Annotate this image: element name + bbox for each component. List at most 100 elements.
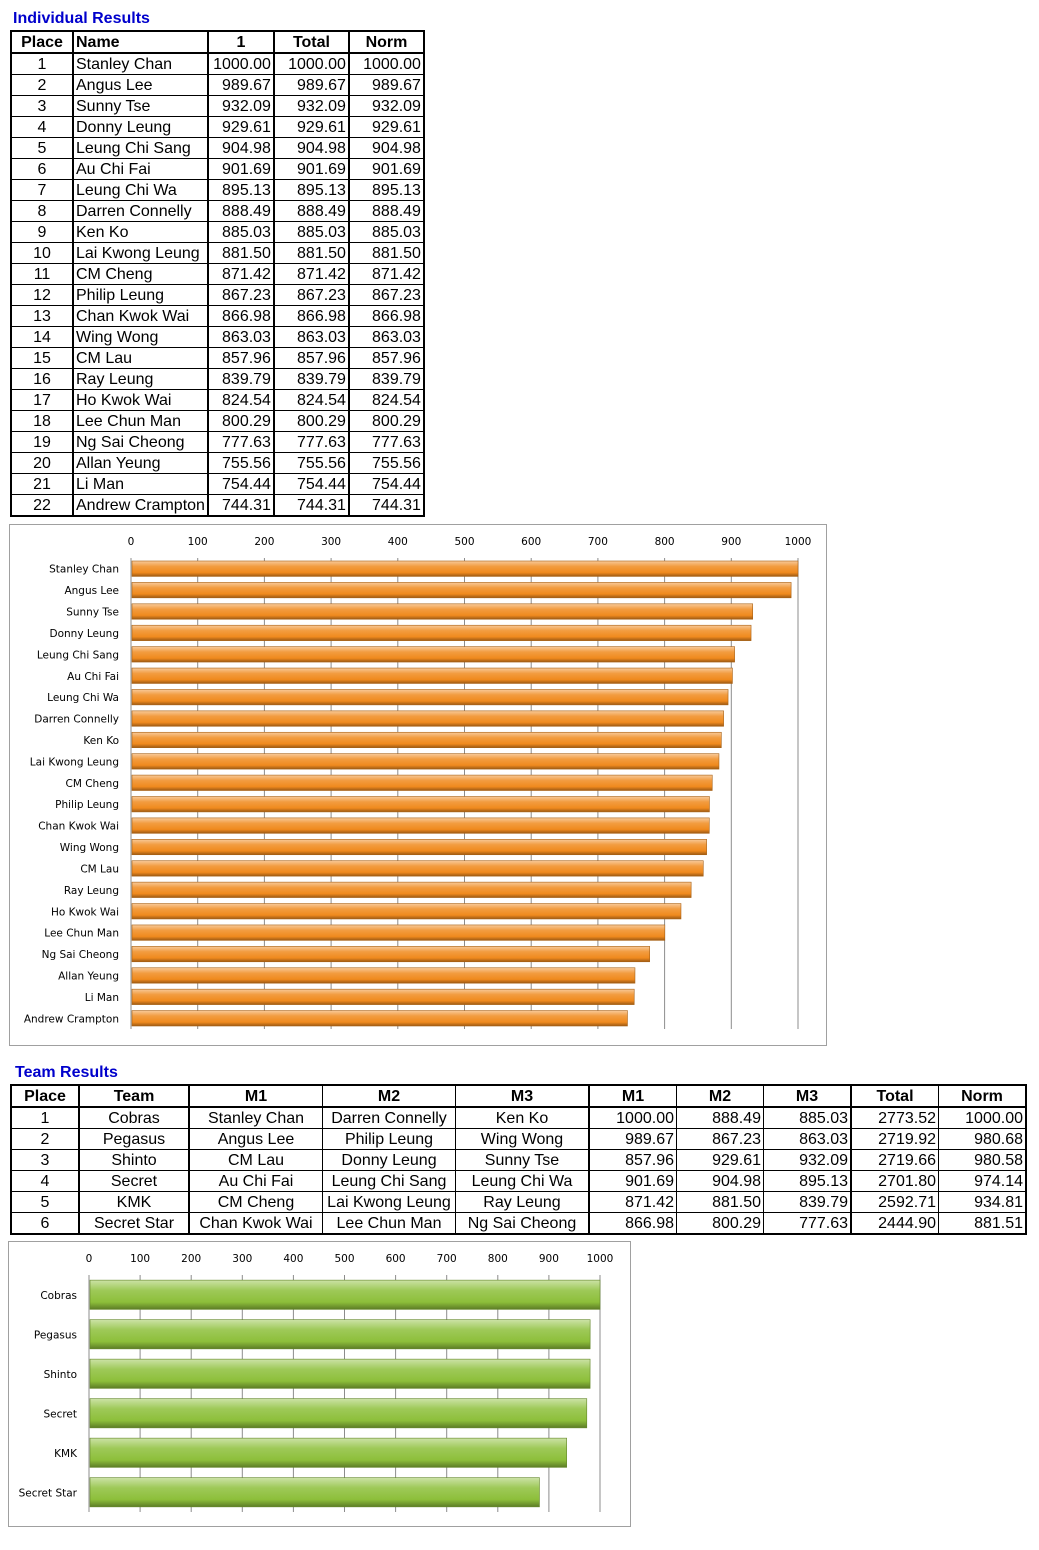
name-cell: Sunny Tse bbox=[72, 95, 209, 117]
round1-cell: 881.50 bbox=[207, 242, 275, 264]
team-results-title: Team Results bbox=[15, 1064, 118, 1081]
norm-cell: 885.03 bbox=[348, 221, 425, 243]
total-cell: 895.13 bbox=[273, 179, 350, 201]
x-tick-label: 500 bbox=[454, 536, 474, 548]
place-cell: 2 bbox=[10, 74, 74, 96]
total-cell: 2719.66 bbox=[850, 1149, 939, 1171]
round1-cell: 929.61 bbox=[207, 116, 275, 138]
norm-cell: 901.69 bbox=[348, 158, 425, 180]
member1-cell: Chan Kwok Wai bbox=[188, 1212, 323, 1235]
y-category-label: Li Man bbox=[85, 992, 119, 1004]
round1-cell: 800.29 bbox=[207, 410, 275, 432]
total-header: Total bbox=[850, 1084, 939, 1108]
y-category-label: Leung Chi Wa bbox=[47, 692, 119, 704]
y-category-label: Chan Kwok Wai bbox=[38, 821, 119, 833]
member1-cell: CM Cheng bbox=[188, 1191, 323, 1213]
norm-cell: 881.50 bbox=[348, 242, 425, 264]
bar bbox=[89, 1279, 601, 1310]
place-cell: 11 bbox=[10, 263, 74, 285]
y-category-label: Cobras bbox=[40, 1290, 77, 1302]
total-cell: 888.49 bbox=[273, 200, 350, 222]
round1-cell: 744.31 bbox=[207, 494, 275, 517]
total-cell: 989.67 bbox=[273, 74, 350, 96]
y-category-label: Donny Leung bbox=[50, 628, 119, 640]
total-cell: 824.54 bbox=[273, 389, 350, 411]
score2-cell: 881.50 bbox=[676, 1191, 764, 1213]
team-cell: Cobras bbox=[78, 1106, 190, 1129]
name-cell: Donny Leung bbox=[72, 116, 209, 138]
total-cell: 755.56 bbox=[273, 452, 350, 474]
y-category-label: Philip Leung bbox=[55, 799, 119, 811]
individual-chart-svg: 0 100 200 300 400 500 600 700 800 900 1000 Stanley … bbox=[24, 536, 811, 1029]
y-category-label: Allan Yeung bbox=[58, 970, 119, 982]
bar bbox=[89, 1437, 567, 1468]
total-cell: 929.61 bbox=[273, 116, 350, 138]
x-tick-label: 400 bbox=[388, 536, 408, 548]
norm-cell: 800.29 bbox=[348, 410, 425, 432]
table-row: 16 Ray Leung 839.79 839.79 839.79 bbox=[10, 368, 425, 390]
table-row: 15 CM Lau 857.96 857.96 857.96 bbox=[10, 347, 425, 369]
individual-results-title: Individual Results bbox=[13, 10, 150, 27]
place-cell: 20 bbox=[10, 452, 74, 474]
bar bbox=[131, 796, 710, 813]
norm-cell: 824.54 bbox=[348, 389, 425, 411]
norm-cell: 974.14 bbox=[938, 1170, 1027, 1192]
round1-cell: 857.96 bbox=[207, 347, 275, 369]
x-tick-label: 200 bbox=[254, 536, 274, 548]
bar bbox=[131, 860, 704, 877]
table-header-row: Place Name 1 Total Norm bbox=[10, 30, 425, 54]
y-category-label: Lee Chun Man bbox=[44, 928, 119, 940]
place-cell: 6 bbox=[10, 158, 74, 180]
norm-cell: 777.63 bbox=[348, 431, 425, 453]
name-cell: Ng Sai Cheong bbox=[72, 431, 209, 453]
table-row: 17 Ho Kwok Wai 824.54 824.54 824.54 bbox=[10, 389, 425, 411]
table-row: 9 Ken Ko 885.03 885.03 885.03 bbox=[10, 221, 425, 243]
member3-cell: Wing Wong bbox=[455, 1128, 590, 1150]
score3-header: M3 bbox=[763, 1084, 852, 1108]
round1-header: 1 bbox=[207, 30, 275, 54]
table-row: 3 Shinto CM Lau Donny Leung Sunny Tse 857.96 9… bbox=[10, 1149, 1027, 1171]
score3-cell: 863.03 bbox=[763, 1128, 852, 1150]
place-cell: 5 bbox=[10, 137, 74, 159]
score3-cell: 839.79 bbox=[763, 1191, 852, 1213]
round1-cell: 932.09 bbox=[207, 95, 275, 117]
x-tick-label: 700 bbox=[588, 536, 608, 548]
total-cell: 839.79 bbox=[273, 368, 350, 390]
member1-cell: Stanley Chan bbox=[188, 1106, 323, 1129]
member2-header: M2 bbox=[322, 1084, 456, 1108]
y-category-label: Darren Connelly bbox=[34, 714, 119, 726]
norm-cell: 881.51 bbox=[938, 1212, 1027, 1235]
bar bbox=[131, 582, 792, 599]
x-tick-label: 800 bbox=[655, 536, 675, 548]
round1-cell: 755.56 bbox=[207, 452, 275, 474]
bar bbox=[131, 839, 707, 856]
bar bbox=[131, 946, 650, 963]
team-cell: KMK bbox=[78, 1191, 190, 1213]
bar bbox=[89, 1358, 591, 1389]
place-cell: 18 bbox=[10, 410, 74, 432]
bar bbox=[131, 624, 752, 641]
y-category-label: Andrew Crampton bbox=[24, 1013, 119, 1025]
table-row: 6 Au Chi Fai 901.69 901.69 901.69 bbox=[10, 158, 425, 180]
round1-cell: 1000.00 bbox=[207, 52, 275, 75]
name-header: Name bbox=[72, 30, 209, 54]
table-row: 1 Stanley Chan 1000.00 1000.00 1000.00 bbox=[10, 52, 425, 75]
place-cell: 21 bbox=[10, 473, 74, 495]
y-category-label: Wing Wong bbox=[60, 842, 119, 854]
table-row: 2 Angus Lee 989.67 989.67 989.67 bbox=[10, 74, 425, 96]
y-category-label: Au Chi Fai bbox=[67, 671, 119, 683]
place-cell: 5 bbox=[10, 1191, 80, 1213]
x-tick-label: 900 bbox=[539, 1253, 559, 1265]
y-category-label: CM Cheng bbox=[66, 778, 120, 790]
round1-cell: 885.03 bbox=[207, 221, 275, 243]
x-tick-label: 300 bbox=[321, 536, 341, 548]
bar bbox=[131, 903, 682, 920]
x-tick-label: 600 bbox=[521, 536, 541, 548]
x-tick-label: 0 bbox=[86, 1253, 93, 1265]
member1-header: M1 bbox=[188, 1084, 323, 1108]
bar bbox=[131, 774, 713, 791]
round1-cell: 871.42 bbox=[207, 263, 275, 285]
bar bbox=[131, 967, 636, 984]
total-cell: 932.09 bbox=[273, 95, 350, 117]
total-cell: 777.63 bbox=[273, 431, 350, 453]
